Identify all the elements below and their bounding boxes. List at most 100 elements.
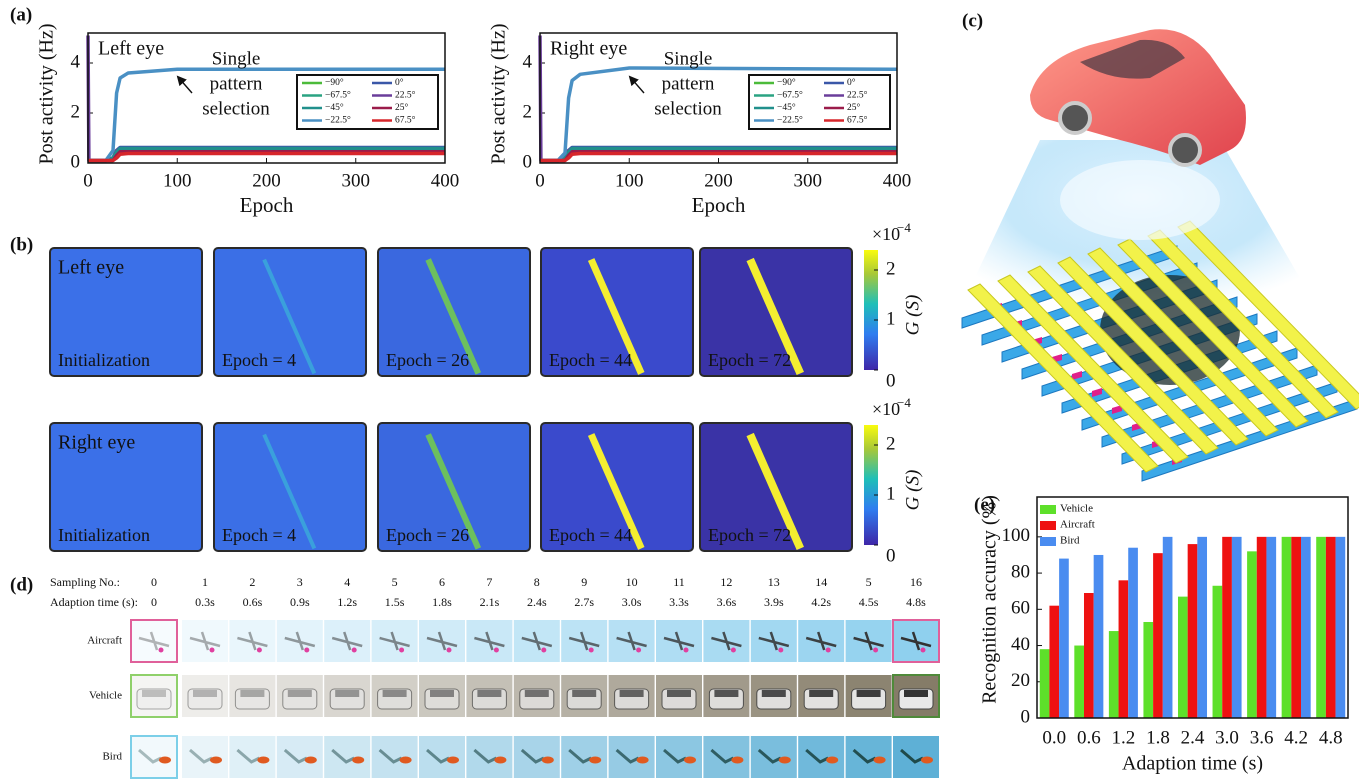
y-tick-label: 2 bbox=[523, 101, 533, 122]
annotation: Left eye bbox=[98, 38, 164, 60]
y-axis-label: Recognition accuracy (%) bbox=[979, 495, 1001, 704]
column-label: 1.2s bbox=[337, 595, 357, 609]
thumbnail-tail bbox=[257, 648, 262, 653]
x-tick-label: 3.0 bbox=[1215, 727, 1239, 748]
bar bbox=[1074, 646, 1084, 718]
thumbnail-car-window bbox=[525, 690, 549, 697]
annotation: Single bbox=[212, 48, 261, 69]
thumbnail-car-window bbox=[572, 690, 596, 697]
column-label: 5 bbox=[392, 575, 398, 589]
thumbnail-tail bbox=[731, 648, 736, 653]
legend-label: Bird bbox=[1060, 535, 1080, 547]
body: (a) (b) (c) (d) (e) 0240100200300400Epoc… bbox=[0, 0, 1359, 781]
thumbnail-bird-body bbox=[494, 757, 506, 764]
legend-label: 25° bbox=[395, 102, 409, 113]
column-label: 3.9s bbox=[764, 595, 784, 609]
thumbnail bbox=[846, 675, 892, 717]
column-label: 3.0s bbox=[622, 595, 642, 609]
header-label: Sampling No.: bbox=[50, 575, 120, 589]
legend-label: −45° bbox=[777, 102, 796, 113]
thumbnail-car-window bbox=[620, 690, 644, 697]
column-label: 2 bbox=[249, 575, 255, 589]
car-wheel bbox=[1060, 103, 1090, 133]
thumbnail bbox=[798, 736, 844, 778]
x-tick-label: 100 bbox=[615, 170, 644, 191]
thumbnail bbox=[182, 736, 228, 778]
column-label: 14 bbox=[815, 575, 827, 589]
x-tick-label: 200 bbox=[252, 170, 281, 191]
thumbnail-bg bbox=[798, 736, 844, 778]
thumbnail-tail bbox=[304, 648, 309, 653]
thumbnail-car-window bbox=[667, 690, 691, 697]
frame-label: Epoch = 72 bbox=[708, 525, 791, 545]
legend-swatch bbox=[1040, 521, 1056, 530]
y-tick-label: 0 bbox=[71, 151, 81, 172]
y-tick-label: 4 bbox=[71, 51, 81, 72]
panel-label: (d) bbox=[10, 574, 33, 595]
legend-label: Vehicle bbox=[1060, 503, 1093, 515]
y-tick-label: 0 bbox=[523, 151, 533, 172]
thumbnail bbox=[229, 736, 275, 778]
thumbnail-tail bbox=[589, 648, 594, 653]
legend-swatch bbox=[1040, 537, 1056, 546]
legend-label: 0° bbox=[847, 77, 856, 88]
row-label: Left eye bbox=[58, 257, 124, 279]
thumbnail-bird-body bbox=[731, 757, 743, 764]
bar bbox=[1153, 553, 1163, 718]
column-label: 7 bbox=[486, 575, 492, 589]
x-axis-label: Epoch bbox=[240, 193, 294, 217]
x-tick-label: 100 bbox=[163, 170, 192, 191]
thumbnail bbox=[893, 736, 939, 778]
thumbnail-tail bbox=[210, 648, 215, 653]
thumbnail-bird-body bbox=[257, 757, 269, 764]
thumbnail-bg bbox=[372, 736, 418, 778]
thumbnail bbox=[846, 620, 892, 662]
thumbnail-bird-body bbox=[305, 757, 317, 764]
annotation: selection bbox=[202, 98, 270, 119]
thumbnail-bg bbox=[656, 736, 702, 778]
x-tick-label: 1.2 bbox=[1112, 727, 1136, 748]
legend-label: −90° bbox=[325, 77, 344, 88]
thumbnail-bg bbox=[609, 736, 655, 778]
column-label: 13 bbox=[768, 575, 780, 589]
legend-swatch bbox=[1040, 505, 1056, 514]
thumbnail bbox=[751, 620, 797, 662]
thumbnail bbox=[324, 620, 370, 662]
thumbnail-car-window bbox=[714, 690, 738, 697]
x-tick-label: 4.2 bbox=[1284, 727, 1308, 748]
thumbnail bbox=[798, 620, 844, 662]
y-tick-label: 4 bbox=[523, 51, 533, 72]
thumbnail-car-window bbox=[142, 690, 166, 697]
thumbnail bbox=[419, 736, 465, 778]
thumbnail bbox=[277, 675, 323, 717]
column-label: 1.5s bbox=[385, 595, 405, 609]
thumbnail bbox=[324, 736, 370, 778]
column-label: 8 bbox=[534, 575, 540, 589]
column-label: 0.3s bbox=[195, 595, 215, 609]
thumbnail-car-window bbox=[904, 690, 928, 697]
thumbnail-bg bbox=[131, 736, 177, 778]
thumbnail bbox=[798, 675, 844, 717]
colorbar-label: G (S) bbox=[902, 295, 923, 336]
thumbnail-bird-body bbox=[921, 757, 933, 764]
x-tick-label: 0 bbox=[535, 170, 545, 191]
column-label: 11 bbox=[673, 575, 685, 589]
y-tick-label: 60 bbox=[1011, 598, 1030, 619]
thumbnail-bg bbox=[561, 736, 607, 778]
frame-label: Epoch = 44 bbox=[549, 525, 632, 545]
thumbnail bbox=[277, 620, 323, 662]
column-label: 2.7s bbox=[574, 595, 594, 609]
column-label: 3.3s bbox=[669, 595, 689, 609]
car-wheel bbox=[1170, 135, 1200, 165]
column-label: 0.9s bbox=[290, 595, 310, 609]
x-tick-label: 2.4 bbox=[1181, 727, 1205, 748]
thumbnail-bg bbox=[703, 736, 749, 778]
annotation: pattern bbox=[210, 73, 263, 94]
bar bbox=[1128, 548, 1138, 718]
thumbnail bbox=[372, 675, 418, 717]
thumbnail-car-window bbox=[857, 690, 881, 697]
figure: (a) (b) (c) (d) (e) 0240100200300400Epoc… bbox=[0, 0, 1359, 781]
thumbnail bbox=[751, 675, 797, 717]
thumbnail-car-window bbox=[193, 690, 217, 697]
thumbnail-tail bbox=[159, 648, 164, 653]
